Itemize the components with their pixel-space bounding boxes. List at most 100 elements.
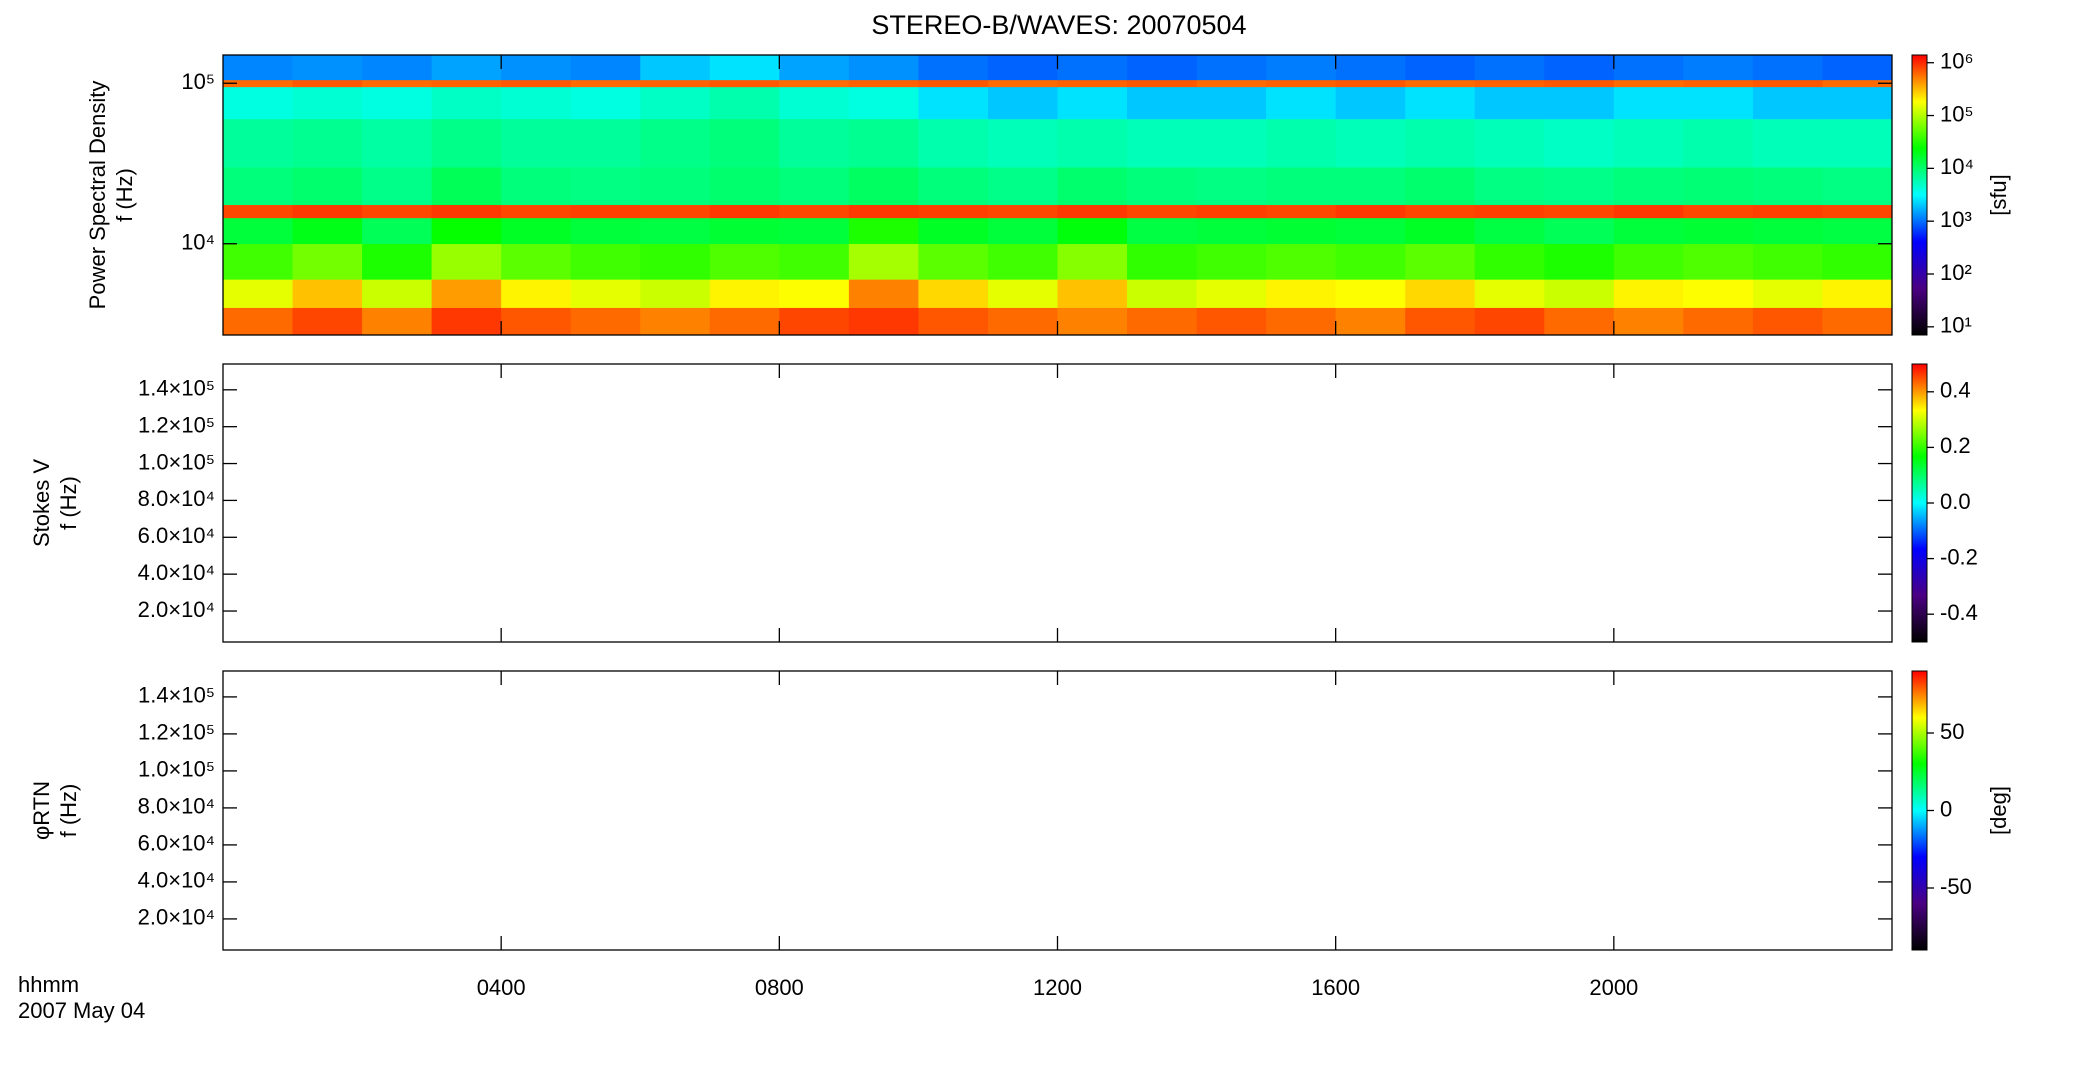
heatmap-cell bbox=[1474, 307, 1545, 336]
colorbar-tick-label: -0.4 bbox=[1940, 600, 1978, 625]
y-axis-label: f (Hz) bbox=[56, 476, 81, 530]
heatmap-cell bbox=[1127, 118, 1198, 168]
heatmap-cell bbox=[1683, 307, 1754, 336]
y-tick-label: 6.0×10⁴ bbox=[138, 831, 215, 856]
heatmap-cell bbox=[1544, 217, 1615, 245]
heatmap-cell bbox=[1057, 118, 1128, 168]
heatmap-cell bbox=[987, 217, 1058, 245]
heatmap-cell bbox=[1752, 55, 1823, 81]
heatmap-cell bbox=[1474, 55, 1545, 81]
heatmap-cell bbox=[1127, 243, 1198, 280]
heatmap-cell bbox=[640, 118, 711, 168]
heatmap-cell bbox=[1196, 243, 1267, 280]
heatmap-cell bbox=[709, 243, 780, 280]
heatmap-cell bbox=[1683, 204, 1754, 219]
x-tick-label: 2000 bbox=[1589, 975, 1638, 1000]
colorbar-tick-label: 0.4 bbox=[1940, 378, 1971, 403]
heatmap-cell bbox=[848, 217, 919, 245]
heatmap-cell bbox=[987, 307, 1058, 336]
y-tick-label: 10⁴ bbox=[181, 230, 215, 255]
heatmap-cell bbox=[1474, 86, 1545, 120]
heatmap-cell bbox=[1057, 86, 1128, 120]
colorbar-tick-label: 10³ bbox=[1940, 207, 1972, 232]
heatmap-cell bbox=[1822, 243, 1893, 280]
heatmap-cell bbox=[918, 217, 989, 245]
colorbar-tick-label: 10² bbox=[1940, 260, 1972, 285]
heatmap-cell bbox=[501, 86, 572, 120]
heatmap-cell bbox=[431, 167, 502, 206]
heatmap-cell bbox=[1127, 307, 1198, 336]
heatmap-cell bbox=[1335, 86, 1406, 120]
heatmap-cell bbox=[779, 55, 850, 81]
heatmap-cell bbox=[501, 243, 572, 280]
heatmap-cell bbox=[1335, 79, 1406, 88]
heatmap-cell bbox=[848, 118, 919, 168]
heatmap-cell bbox=[292, 279, 363, 308]
heatmap-cell bbox=[848, 55, 919, 81]
heatmap-cell bbox=[779, 118, 850, 168]
plot-frame bbox=[222, 363, 1893, 643]
heatmap-cell bbox=[1752, 118, 1823, 168]
y-tick-label: 1.2×10⁵ bbox=[138, 720, 215, 745]
heatmap-cell bbox=[1544, 243, 1615, 280]
heatmap-cell bbox=[1752, 217, 1823, 245]
heatmap-cell bbox=[1335, 217, 1406, 245]
heatmap-cell bbox=[223, 204, 294, 219]
heatmap-cell bbox=[431, 86, 502, 120]
heatmap-cell bbox=[1613, 79, 1684, 88]
heatmap-cell bbox=[987, 204, 1058, 219]
heatmap-cell bbox=[848, 243, 919, 280]
heatmap-cell bbox=[1196, 279, 1267, 308]
heatmap-cell bbox=[779, 86, 850, 120]
heatmap-cell bbox=[709, 307, 780, 336]
heatmap-cell bbox=[292, 217, 363, 245]
x-tick-label: 1200 bbox=[1033, 975, 1082, 1000]
heatmap-cell bbox=[1544, 79, 1615, 88]
colorbar-tick-label: 0.0 bbox=[1940, 489, 1971, 514]
heatmap-cell bbox=[1822, 79, 1893, 88]
heatmap-cell bbox=[1683, 243, 1754, 280]
heatmap-cell bbox=[501, 204, 572, 219]
heatmap-cell bbox=[223, 243, 294, 280]
colorbar-tick-label: 10⁵ bbox=[1940, 101, 1974, 126]
heatmap-cell bbox=[1822, 217, 1893, 245]
heatmap-cell bbox=[1822, 279, 1893, 308]
y-tick-label: 10⁵ bbox=[181, 69, 215, 94]
heatmap-cell bbox=[640, 279, 711, 308]
heatmap-cell bbox=[640, 307, 711, 336]
y-tick-label: 2.0×10⁴ bbox=[138, 905, 215, 930]
heatmap-cell bbox=[1127, 86, 1198, 120]
heatmap-cell bbox=[1752, 243, 1823, 280]
heatmap-cell bbox=[918, 279, 989, 308]
heatmap-cell bbox=[1613, 243, 1684, 280]
heatmap-cell bbox=[1405, 79, 1476, 88]
heatmap-cell bbox=[987, 118, 1058, 168]
heatmap-cell bbox=[570, 167, 641, 206]
heatmap-cell bbox=[292, 86, 363, 120]
heatmap-cell bbox=[709, 55, 780, 81]
heatmap-cell bbox=[1405, 243, 1476, 280]
heatmap-cell bbox=[570, 217, 641, 245]
heatmap-cell bbox=[918, 79, 989, 88]
heatmap-cell bbox=[848, 307, 919, 336]
y-axis-label: φRTN bbox=[29, 781, 54, 840]
heatmap-cell bbox=[1266, 279, 1337, 308]
heatmap-cell bbox=[709, 86, 780, 120]
heatmap-cell bbox=[1405, 307, 1476, 336]
heatmap-cell bbox=[918, 167, 989, 206]
heatmap-cell bbox=[848, 279, 919, 308]
heatmap-cell bbox=[1474, 217, 1545, 245]
heatmap-cell bbox=[1544, 167, 1615, 206]
heatmap-cell bbox=[570, 86, 641, 120]
heatmap-cell bbox=[1196, 86, 1267, 120]
heatmap-cell bbox=[640, 217, 711, 245]
heatmap-cell bbox=[1544, 118, 1615, 168]
heatmap-cell bbox=[779, 279, 850, 308]
heatmap-cell bbox=[987, 279, 1058, 308]
heatmap-cell bbox=[431, 279, 502, 308]
heatmap-cell bbox=[1474, 118, 1545, 168]
heatmap-cell bbox=[709, 167, 780, 206]
heatmap-cell bbox=[709, 118, 780, 168]
heatmap-cell bbox=[1405, 55, 1476, 81]
